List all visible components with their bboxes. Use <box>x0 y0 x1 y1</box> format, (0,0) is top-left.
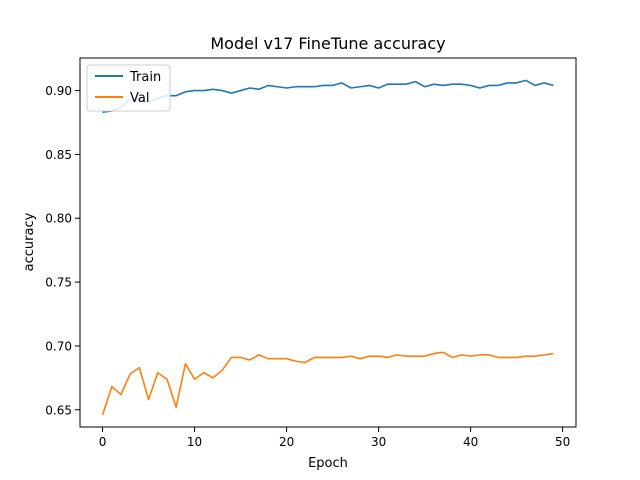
y-tick-label: 0.65 <box>45 403 72 417</box>
x-tick-label: 20 <box>279 435 294 449</box>
series-group <box>101 79 554 416</box>
x-axis-label: Epoch <box>308 456 348 471</box>
x-tick-label: 0 <box>99 435 107 449</box>
y-tick-label: 0.70 <box>45 339 72 353</box>
series-line-val <box>101 351 554 416</box>
y-tick-label: 0.85 <box>45 148 72 162</box>
y-tick-label: 0.80 <box>45 212 72 226</box>
y-axis: 0.65 0.70 0.75 0.80 0.85 0.90 <box>45 84 80 417</box>
plot-area <box>79 57 577 428</box>
x-axis: 0 10 20 30 40 50 <box>99 427 570 449</box>
x-tick-label: 40 <box>463 435 478 449</box>
x-tick-label: 10 <box>187 435 202 449</box>
legend: Train Val <box>86 64 171 112</box>
x-tick-label: 50 <box>555 435 570 449</box>
y-axis-label: accuracy <box>22 212 37 271</box>
legend-label-val: Val <box>130 91 149 106</box>
series-line-train <box>102 79 554 114</box>
x-tick-label: 30 <box>371 435 386 449</box>
y-tick-label: 0.90 <box>45 84 72 98</box>
chart-title: Model v17 FineTune accuracy <box>210 34 445 53</box>
legend-label-train: Train <box>129 70 161 85</box>
y-tick-label: 0.75 <box>45 276 72 290</box>
